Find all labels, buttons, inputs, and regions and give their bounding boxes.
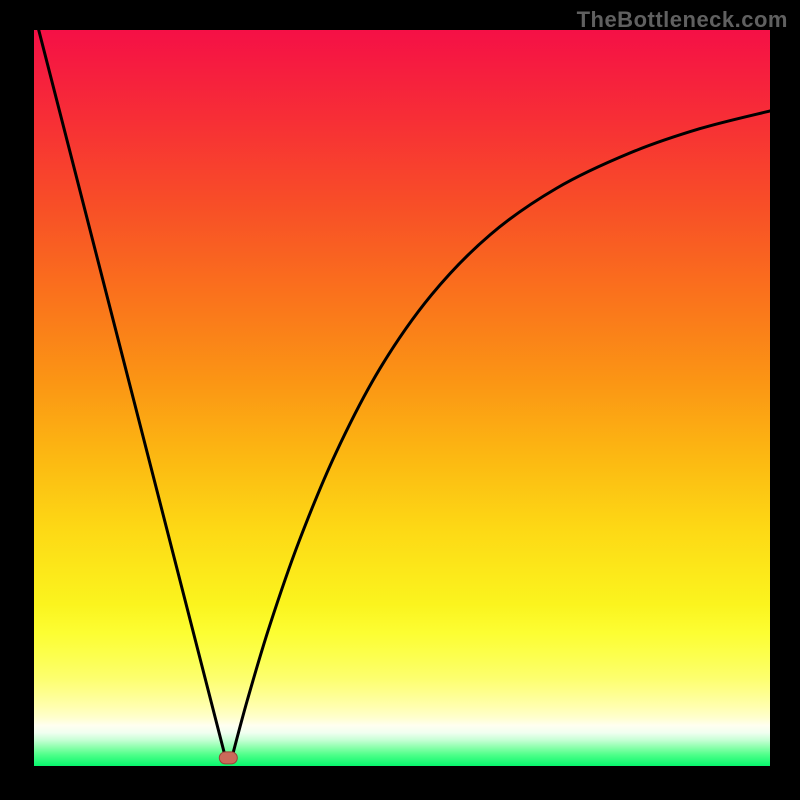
chart-frame: TheBottleneck.com [0,0,800,800]
plot-area [34,30,770,766]
watermark-text: TheBottleneck.com [577,7,788,33]
